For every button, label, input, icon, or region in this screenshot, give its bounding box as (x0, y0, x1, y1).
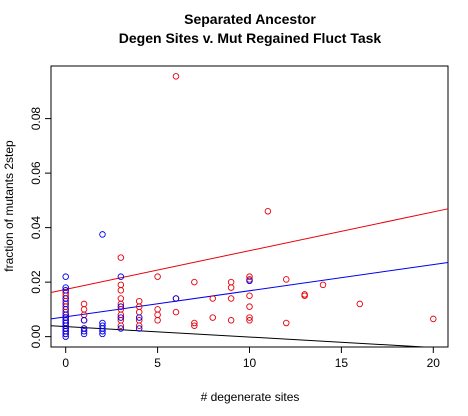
blue-point-26 (117, 314, 125, 321)
y-axis: 0.00 0.02 0.04 0.06 0.08 (29, 107, 51, 349)
blue-trend-line (50, 262, 449, 320)
blue-point-25 (117, 325, 125, 332)
blue-point-30 (135, 314, 143, 321)
red-point-43 (209, 295, 216, 302)
x-axis: 0 5 10 15 20 (62, 347, 440, 370)
x-tick-label-2: 10 (243, 356, 257, 370)
chart-title-line-1: Separated Ancestor (184, 11, 316, 27)
red-point-26 (117, 254, 125, 261)
red-point-51 (246, 292, 253, 300)
red-point-16 (80, 306, 88, 313)
red-point-45 (227, 295, 235, 302)
red-point-39 (191, 322, 198, 329)
chart-title-line-2: Degen Sites v. Mut Regained Fluct Task (119, 30, 382, 46)
red-point-24 (117, 287, 125, 294)
red-point-59 (319, 281, 327, 289)
red-point-53 (246, 273, 253, 280)
blue-point-31 (172, 295, 180, 302)
data-points (62, 73, 437, 340)
red-point-38 (172, 73, 180, 80)
x-tick-label-3: 15 (335, 356, 349, 370)
red-point-48 (246, 317, 253, 324)
blue-point-32 (246, 277, 253, 285)
red-point-34 (154, 306, 161, 313)
blue-point-18 (80, 317, 88, 324)
x-tick-label-1: 5 (154, 356, 161, 370)
red-point-25 (117, 281, 125, 289)
red-point-23 (117, 295, 125, 302)
y-tick-label-3: 0.06 (29, 161, 43, 185)
blue-point-17 (80, 325, 88, 332)
red-point-47 (227, 278, 235, 286)
red-point-54 (264, 208, 272, 215)
red-point-46 (227, 284, 235, 291)
y-tick-label-4: 0.08 (29, 107, 43, 131)
blue-point-16 (80, 327, 88, 335)
red-point-41 (191, 278, 198, 286)
red-point-29 (135, 308, 143, 316)
red-point-31 (135, 297, 143, 305)
red-point-40 (191, 319, 198, 327)
y-tick-label-1: 0.02 (29, 270, 43, 294)
blue-point-24 (99, 231, 106, 238)
x-axis-label: # degenerate sites (201, 390, 300, 404)
red-point-33 (154, 311, 161, 319)
red-point-35 (154, 273, 161, 280)
blue-point-22 (99, 322, 106, 329)
red-point-17 (80, 300, 88, 308)
red-point-44 (227, 317, 235, 324)
trend-lines (50, 208, 449, 348)
blue-point-13 (62, 284, 69, 291)
y-axis-label: fraction of mutants 2step (2, 140, 16, 272)
red-point-60 (356, 300, 364, 308)
blue-point-28 (117, 273, 125, 280)
blue-point-11 (62, 295, 69, 302)
red-point-56 (283, 276, 290, 283)
red-point-61 (430, 315, 437, 323)
y-tick-label-0: 0.00 (29, 325, 43, 349)
blue-point-23 (99, 319, 106, 327)
red-point-50 (246, 303, 253, 310)
red-point-58 (301, 291, 308, 298)
x-tick-label-4: 20 (427, 356, 441, 370)
red-point-42 (209, 314, 216, 321)
plot-frame (50, 65, 449, 348)
blue-point-29 (135, 325, 143, 332)
blue-point-7 (62, 314, 69, 321)
y-tick-label-2: 0.04 (29, 216, 43, 240)
red-point-36 (172, 308, 180, 316)
red-trend-line (50, 208, 449, 293)
blue-point-27 (117, 303, 125, 310)
black-trend-line (50, 325, 425, 348)
x-tick-label-0: 0 (62, 356, 69, 370)
red-point-28 (135, 317, 143, 324)
blue-point-14 (62, 273, 69, 280)
red-point-49 (246, 314, 253, 321)
red-point-55 (283, 319, 290, 327)
blue-point-12 (62, 287, 69, 294)
red-point-32 (154, 317, 161, 324)
